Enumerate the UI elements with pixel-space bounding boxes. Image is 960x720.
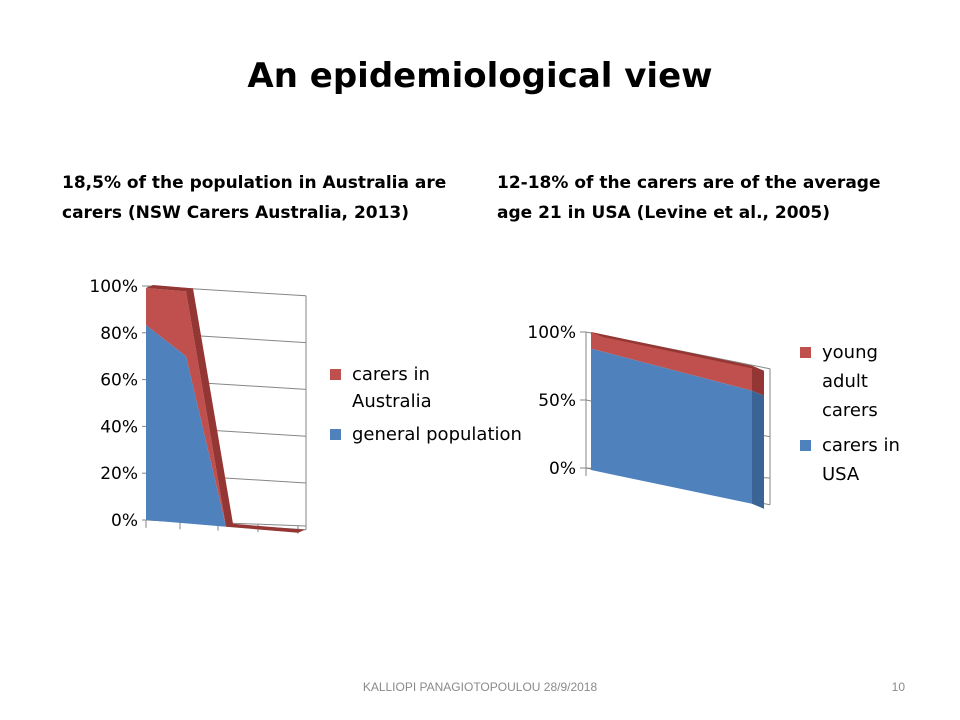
- y-tick-label: 80%: [100, 324, 138, 344]
- legend-label: carers: [822, 400, 878, 421]
- y-tick-label: 40%: [100, 417, 138, 437]
- area-top-depth: [591, 332, 764, 371]
- slide-title: An epidemiological view: [247, 56, 713, 96]
- legend-swatch: [330, 369, 341, 380]
- area-side-face-upper: [752, 365, 764, 396]
- legend-label: adult: [822, 371, 868, 392]
- chart-usa: 0% 50% 100% young adult carers carers in USA: [527, 323, 900, 509]
- y-tick-label: 0%: [111, 511, 138, 531]
- chart-australia: 0% 20% 40% 60% 80% 100% carers in Australia gene…: [89, 277, 522, 534]
- y-tick-label: 20%: [100, 464, 138, 484]
- y-tick-label: 60%: [100, 371, 138, 391]
- legend-label: young: [822, 342, 878, 363]
- legend-swatch: [800, 440, 811, 451]
- legend-label: Australia: [352, 391, 432, 412]
- area-carers-in-USA: [591, 348, 752, 504]
- footer-text: KALLIOPI PANAGIOTOPOULOU 28/9/2018: [362, 680, 598, 694]
- caption-usa: 12-18% of the carers are of the average …: [497, 173, 881, 223]
- y-tick-label: 100%: [527, 323, 576, 343]
- y-tick-label: 50%: [538, 391, 576, 411]
- legend-label: carers in: [352, 364, 430, 385]
- legend-label: USA: [822, 464, 860, 485]
- y-tick-label: 0%: [549, 459, 576, 479]
- area-general-population: [146, 325, 298, 533]
- area-side-face-lower: [752, 390, 764, 509]
- legend-swatch: [330, 429, 341, 440]
- area-carers-in-Australia: [146, 288, 298, 533]
- area-top-depth: [146, 285, 305, 533]
- y-tick-label: 100%: [89, 277, 138, 297]
- page-number: 10: [891, 680, 905, 694]
- legend-label: general population: [352, 424, 522, 445]
- legend-label: carers in: [822, 435, 900, 456]
- legend-swatch: [800, 347, 811, 358]
- caption-australia: 18,5% of the population in Australia are…: [62, 173, 447, 223]
- area-young-adult-carers: [591, 332, 752, 391]
